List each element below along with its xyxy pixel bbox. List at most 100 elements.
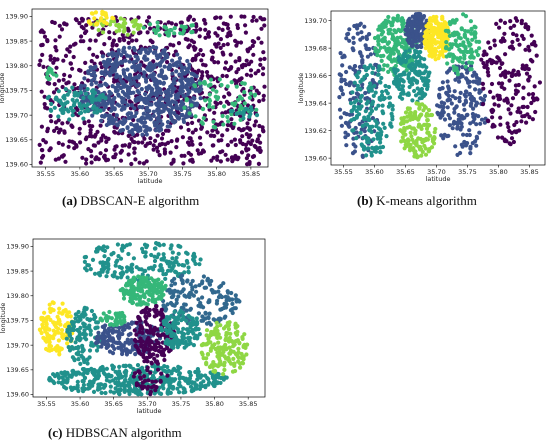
data-point-cluster-6 xyxy=(147,22,153,27)
data-point-cluster-1 xyxy=(162,64,167,69)
data-point-cluster-0 xyxy=(63,53,69,59)
data-point-cluster-5 xyxy=(222,360,227,365)
data-point-cluster-0 xyxy=(92,134,97,139)
data-point-cluster-0 xyxy=(98,123,103,128)
data-point-cluster-0 xyxy=(84,157,89,162)
data-point-cluster-1 xyxy=(378,149,383,155)
data-point-cluster-0 xyxy=(215,157,220,162)
data-point-cluster-6 xyxy=(401,138,406,143)
data-point-cluster-1 xyxy=(110,65,115,70)
data-point-cluster-1 xyxy=(132,106,137,111)
data-point-cluster-0 xyxy=(66,80,71,85)
data-point-cluster-7 xyxy=(459,142,464,147)
data-point-cluster-2 xyxy=(104,366,109,371)
data-point-cluster-0 xyxy=(363,90,368,96)
data-point-cluster-1 xyxy=(198,96,203,101)
data-point-cluster-1 xyxy=(120,127,126,133)
data-point-cluster-4 xyxy=(443,36,448,41)
data-point-cluster-0 xyxy=(102,254,107,259)
data-point-cluster-0 xyxy=(127,267,133,272)
data-point-cluster-4 xyxy=(76,350,81,355)
data-point-cluster-5 xyxy=(241,343,246,348)
data-point-cluster-7 xyxy=(478,89,483,94)
data-point-cluster-3 xyxy=(39,317,44,322)
data-point-cluster-0 xyxy=(224,74,229,79)
data-point-cluster-5 xyxy=(406,92,411,97)
data-point-cluster-6 xyxy=(190,29,195,35)
data-point-cluster-1 xyxy=(113,89,119,94)
data-point-cluster-9 xyxy=(512,129,517,134)
data-point-cluster-1 xyxy=(176,294,181,299)
data-point-cluster-7 xyxy=(124,352,129,357)
data-point-cluster-1 xyxy=(384,134,389,139)
data-point-cluster-0 xyxy=(83,60,88,65)
data-point-cluster-7 xyxy=(464,132,469,138)
data-point-cluster-9 xyxy=(513,72,518,77)
y-tick-label: 139.60 xyxy=(304,154,327,162)
data-point-cluster-1 xyxy=(378,140,383,145)
data-point-cluster-6 xyxy=(408,145,413,151)
data-point-cluster-3 xyxy=(61,309,66,314)
data-point-cluster-0 xyxy=(243,30,248,35)
data-point-cluster-0 xyxy=(350,46,355,51)
data-point-cluster-2 xyxy=(206,377,211,382)
data-point-cluster-0 xyxy=(185,28,190,33)
data-point-cluster-6 xyxy=(130,300,136,305)
data-point-cluster-2 xyxy=(385,49,390,54)
data-point-cluster-0 xyxy=(358,37,363,42)
data-point-cluster-1 xyxy=(230,301,235,306)
data-point-cluster-4 xyxy=(437,22,442,27)
data-point-cluster-9 xyxy=(515,89,520,94)
data-point-cluster-2 xyxy=(101,385,106,390)
data-point-cluster-0 xyxy=(84,23,89,28)
data-point-cluster-6 xyxy=(409,134,414,139)
data-point-cluster-0 xyxy=(39,124,45,129)
data-point-cluster-7 xyxy=(469,64,474,69)
data-point-cluster-2 xyxy=(85,87,90,92)
data-point-cluster-0 xyxy=(41,64,46,69)
data-point-cluster-0 xyxy=(165,261,170,266)
data-point-cluster-4 xyxy=(93,326,98,331)
data-point-cluster-0 xyxy=(98,260,103,265)
y-tick-label: 139.60 xyxy=(5,161,28,169)
data-point-cluster-6 xyxy=(153,30,158,36)
data-point-cluster-0 xyxy=(189,38,194,43)
panel-hdbscan: 35.55 35.60 35.65 35.70 35.75 35.80 35.85 139.6… xyxy=(0,222,275,444)
data-point-cluster-0 xyxy=(197,34,202,39)
data-point-cluster-9 xyxy=(526,44,531,49)
data-point-cluster-0 xyxy=(204,70,210,75)
data-point-cluster-0 xyxy=(149,252,154,258)
data-point-cluster-1 xyxy=(119,95,124,100)
data-point-cluster-1 xyxy=(371,137,376,142)
data-point-cluster-0 xyxy=(81,26,86,31)
data-point-cluster-0 xyxy=(212,133,217,139)
x-tick-label: 35.60 xyxy=(365,168,384,176)
data-point-cluster-1 xyxy=(136,65,142,70)
data-point-cluster-0 xyxy=(359,30,364,35)
data-point-cluster-8 xyxy=(454,66,459,71)
data-point-cluster-1 xyxy=(129,103,134,108)
data-point-cluster-3 xyxy=(182,105,187,110)
data-point-cluster-0 xyxy=(220,133,225,138)
data-point-cluster-0 xyxy=(126,133,131,138)
x-tick-label: 35.55 xyxy=(36,170,55,178)
data-point-cluster-0 xyxy=(166,128,171,133)
data-point-cluster-0 xyxy=(176,41,182,46)
data-point-cluster-4 xyxy=(94,320,99,325)
x-tick-label: 35.85 xyxy=(242,170,261,178)
data-point-cluster-0 xyxy=(146,15,152,20)
data-point-cluster-7 xyxy=(478,121,483,126)
data-point-cluster-9 xyxy=(506,125,511,130)
data-point-cluster-6 xyxy=(421,108,426,113)
data-point-cluster-5 xyxy=(232,363,237,368)
data-point-cluster-6 xyxy=(172,31,177,36)
data-point-cluster-0 xyxy=(218,159,223,164)
data-point-cluster-7 xyxy=(467,128,472,133)
data-point-cluster-0 xyxy=(87,46,92,51)
data-point-cluster-1 xyxy=(169,283,174,288)
data-point-cluster-0 xyxy=(224,99,229,104)
data-point-cluster-7 xyxy=(452,89,457,94)
data-point-cluster-3 xyxy=(45,336,50,341)
data-point-cluster-4 xyxy=(100,30,106,35)
data-point-cluster-9 xyxy=(491,95,496,100)
